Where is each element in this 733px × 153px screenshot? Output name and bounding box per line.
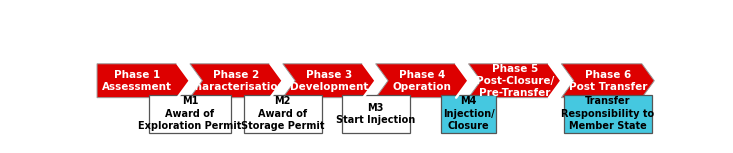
Bar	[149, 95, 231, 133]
Polygon shape	[190, 64, 283, 98]
Polygon shape	[376, 64, 468, 98]
Text: M2
Award of
Storage Permit: M2 Award of Storage Permit	[241, 96, 325, 131]
Text: M4
Injection/
Closure: M4 Injection/ Closure	[443, 96, 494, 131]
Bar	[342, 95, 410, 133]
Bar	[441, 95, 496, 133]
Text: Phase 5
Post-Closure/
Pre-Transfer: Phase 5 Post-Closure/ Pre-Transfer	[476, 64, 554, 98]
Bar	[564, 95, 652, 133]
Text: Phase 1
Assessment: Phase 1 Assessment	[103, 70, 172, 92]
Text: M1
Award of
Exploration Permit: M1 Award of Exploration Permit	[139, 96, 242, 131]
Polygon shape	[468, 64, 561, 98]
Text: Phase 2
Characterisation: Phase 2 Characterisation	[188, 70, 285, 92]
Polygon shape	[283, 64, 376, 98]
Text: Phase 3
Development: Phase 3 Development	[290, 70, 369, 92]
Text: Phase 6
Post Transfer: Phase 6 Post Transfer	[569, 70, 647, 92]
Bar	[244, 95, 322, 133]
Polygon shape	[561, 64, 655, 98]
Polygon shape	[97, 64, 190, 98]
Text: M3
Start Injection: M3 Start Injection	[336, 103, 416, 125]
Text: Phase 4
Operation: Phase 4 Operation	[393, 70, 452, 92]
Text: Transfer
Responsibility to
Member State: Transfer Responsibility to Member State	[561, 96, 655, 131]
